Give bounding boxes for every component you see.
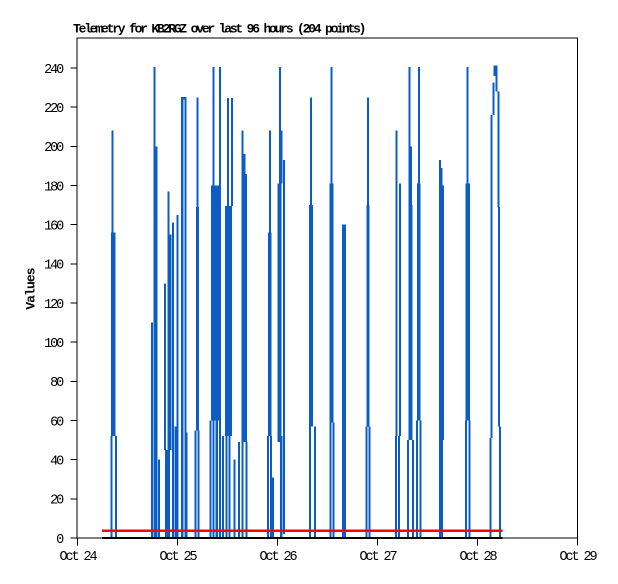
svg-text:220: 220 (44, 102, 64, 117)
svg-text:Oct 24: Oct 24 (59, 550, 97, 565)
svg-text:20: 20 (50, 494, 64, 509)
svg-text:140: 140 (44, 259, 64, 274)
svg-text:60: 60 (50, 415, 64, 430)
svg-text:Oct 28: Oct 28 (459, 550, 497, 565)
svg-text:180: 180 (44, 180, 64, 195)
svg-text:Oct 27: Oct 27 (359, 550, 397, 565)
svg-text:Values: Values (24, 267, 39, 310)
svg-text:80: 80 (50, 376, 64, 391)
svg-text:160: 160 (44, 219, 64, 234)
svg-text:Oct 26: Oct 26 (259, 550, 297, 565)
svg-text:240: 240 (44, 63, 64, 78)
svg-text:120: 120 (44, 298, 64, 313)
svg-text:0: 0 (56, 533, 64, 548)
svg-text:40: 40 (50, 454, 64, 469)
svg-text:200: 200 (44, 141, 64, 156)
svg-text:Oct 25: Oct 25 (159, 550, 197, 565)
svg-text:Telemetry for KB2RGZ over last: Telemetry for KB2RGZ over last 96 hours … (73, 22, 365, 37)
svg-text:100: 100 (44, 337, 64, 352)
svg-text:Oct 29: Oct 29 (559, 550, 597, 565)
